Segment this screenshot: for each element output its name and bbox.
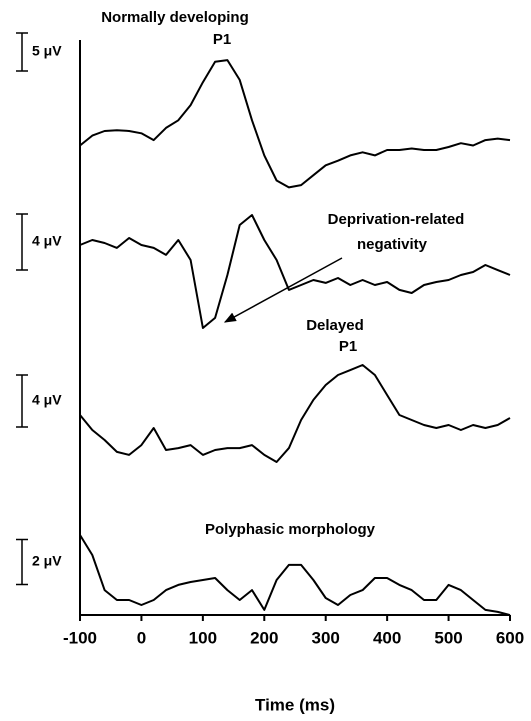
- annotation: Delayed: [306, 317, 364, 334]
- annotation: Deprivation-related: [328, 211, 465, 228]
- scale-bar-label: 5 μV: [32, 43, 62, 59]
- annotation: negativity: [357, 236, 428, 253]
- trace: [79, 59, 511, 189]
- x-tick-label: 100: [189, 628, 217, 647]
- annotation: Normally developing: [101, 9, 249, 26]
- scale-bar: [16, 213, 28, 271]
- scale-bar: [16, 538, 28, 586]
- scale-bar: [16, 32, 28, 72]
- trace: [79, 364, 511, 463]
- annotation: P1: [339, 338, 357, 355]
- x-tick-label: 0: [137, 628, 146, 647]
- annotation: P1: [213, 31, 231, 48]
- scale-bar-label: 4 μV: [32, 392, 62, 408]
- trace: [79, 214, 511, 329]
- scale-bar-label: 2 μV: [32, 553, 62, 569]
- x-tick-label: 500: [434, 628, 462, 647]
- annotation-arrow: [223, 257, 343, 323]
- x-tick-label: 600: [496, 628, 524, 647]
- trace: [79, 534, 511, 617]
- x-tick-label: 400: [373, 628, 401, 647]
- annotation: Polyphasic morphology: [205, 521, 376, 538]
- scale-bar: [16, 374, 28, 428]
- x-tick-label: -100: [63, 628, 97, 647]
- x-tick-label: 300: [312, 628, 340, 647]
- x-axis-label: Time (ms): [255, 695, 335, 714]
- scale-bar-label: 4 μV: [32, 233, 62, 249]
- x-tick-label: 200: [250, 628, 278, 647]
